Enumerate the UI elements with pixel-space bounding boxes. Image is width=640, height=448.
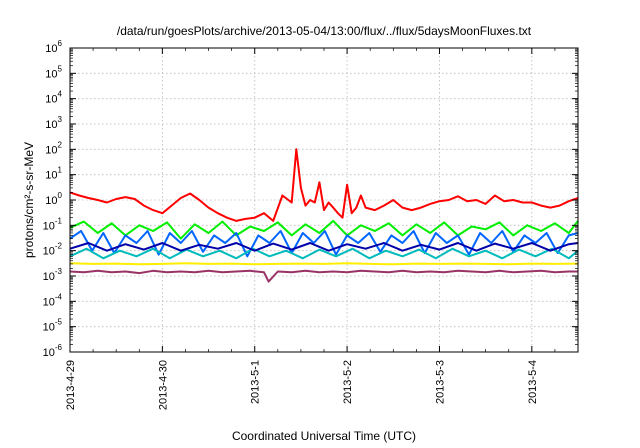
y-tick-label: 103 [45,115,62,131]
y-tick-label: 105 [45,64,62,80]
y-tick-label: 10-1 [43,216,63,232]
series-line [69,148,579,222]
x-axis-label: Coordinated Universal Time (UTC) [232,429,416,443]
series-line [69,269,578,283]
x-tick-label: 2013-4-29 [65,360,77,410]
y-tick-label: 10-5 [43,318,63,334]
x-tick-label: 2013-4-30 [157,360,169,410]
series-line [69,262,579,266]
series-line [69,242,579,252]
y-tick-label: 10-3 [43,267,63,283]
y-tick-label: 102 [45,140,62,156]
series-line [69,230,579,258]
series-line [69,247,579,260]
y-tick-label: 101 [45,166,62,182]
x-tick-label: 2013-5-4 [527,360,539,404]
series-line [69,219,579,240]
series-layer [69,148,579,283]
x-tick-label: 2013-5-3 [434,360,446,404]
y-tick-label: 10-4 [43,292,63,308]
chart-title: /data/run/goesPlots/archive/2013-05-04/1… [117,24,532,38]
y-axis: 10-6 10-5 10-4 10-3 10-2 10-1 100 101 102 103 104 1… [43,39,578,359]
y-tick-label: 106 [45,39,62,55]
x-tick-label: 2013-5-1 [250,360,262,404]
y-tick-label: 104 [45,90,62,106]
x-tick-label: 2013-5-2 [342,360,354,404]
x-axis: 2013-4-29 2013-4-30 2013-5-1 2013-5-2 2013-5… [65,48,556,410]
y-tick-label: 10-2 [43,242,63,258]
y-tick-label: 10-6 [43,343,63,359]
y-axis-label: protons/cm²-s-sr-MeV [22,142,36,258]
y-tick-label: 100 [45,191,62,207]
